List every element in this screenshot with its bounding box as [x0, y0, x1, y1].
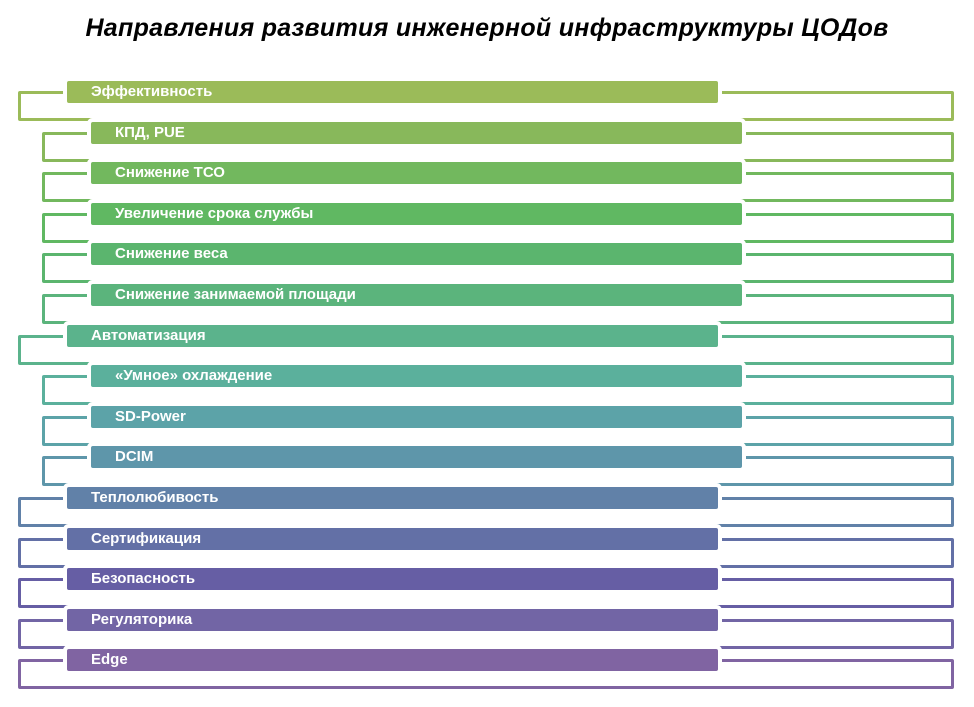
- sub-item-row: «Умное» охлаждение: [0, 365, 974, 406]
- sub-item-row: SD-Power: [0, 405, 974, 446]
- category-row: Эффективность: [0, 81, 974, 121]
- item-label: Эффективность: [67, 81, 718, 103]
- item-label: Регуляторика: [67, 608, 718, 631]
- sub-item-row: DCIM: [0, 446, 974, 487]
- category-row: Регуляторика: [0, 608, 974, 649]
- item-label: Сертификация: [67, 527, 718, 550]
- category-row: Безопасность: [0, 568, 974, 609]
- item-label: КПД, PUE: [91, 121, 742, 144]
- sub-item-row: Снижение ТСО: [0, 162, 974, 203]
- item-label: Теплолюбивость: [67, 487, 718, 509]
- sub-item-row: Увеличение срока службы: [0, 202, 974, 243]
- sub-item-row: Снижение занимаемой площади: [0, 284, 974, 324]
- item-label: Автоматизация: [67, 324, 718, 347]
- item-label: Снижение занимаемой площади: [91, 284, 742, 306]
- category-row: Edge: [0, 649, 974, 690]
- item-label: SD-Power: [91, 405, 742, 428]
- category-row: Автоматизация: [0, 324, 974, 365]
- item-label: Увеличение срока службы: [91, 202, 742, 225]
- item-label: Безопасность: [67, 568, 718, 591]
- category-row: Теплолюбивость: [0, 487, 974, 527]
- item-label: Снижение ТСО: [91, 162, 742, 185]
- sub-item-row: КПД, PUE: [0, 121, 974, 162]
- item-label: DCIM: [91, 446, 742, 469]
- item-label: Снижение веса: [91, 243, 742, 266]
- item-label: Edge: [67, 649, 718, 672]
- item-label: «Умное» охлаждение: [91, 365, 742, 388]
- category-row: Сертификация: [0, 527, 974, 568]
- page-title: Направления развития инженерной инфрастр…: [85, 14, 889, 42]
- sub-item-row: Снижение веса: [0, 243, 974, 284]
